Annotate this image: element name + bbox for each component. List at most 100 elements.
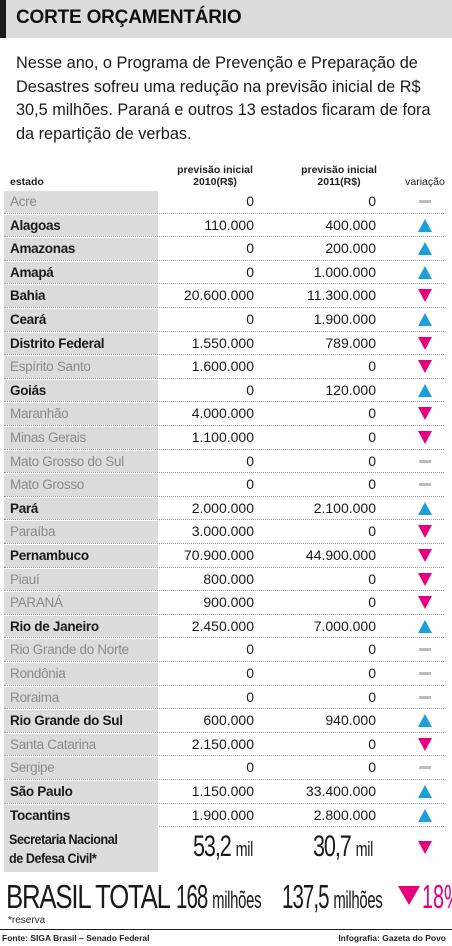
intro-text: Nesse ano, o Programa de Prevenção e Pre…	[16, 54, 431, 143]
value-2010: 2.450.000	[191, 617, 254, 634]
state-name: Piauí	[10, 571, 40, 587]
row-separator	[4, 472, 444, 474]
value-2010: 1.550.000	[191, 334, 254, 351]
table-row: Paraíba 3.000.000 0	[0, 520, 452, 544]
total-2010-unit: milhões	[212, 887, 262, 914]
value-2010: 0	[246, 193, 254, 209]
value-2011: 33.400.000	[305, 783, 376, 799]
value-2011: 400.000	[325, 216, 376, 233]
value-2011: 200.000	[325, 240, 376, 257]
table-row: Espírito Santo 1.600.000 0	[0, 355, 452, 379]
row-separator	[4, 660, 444, 662]
total-2011-unit: milhões	[333, 887, 383, 914]
state-name: Bahia	[10, 288, 46, 304]
down-arrow-icon	[418, 525, 432, 539]
state-name: Acre	[10, 194, 37, 209]
state-name-background	[4, 686, 158, 709]
row-separator	[4, 542, 444, 544]
state-name-background	[4, 497, 158, 520]
down-arrow-icon	[418, 549, 432, 562]
table-row: Bahia 20.600.000 11.300.000	[0, 284, 452, 308]
down-arrow-icon	[418, 336, 432, 350]
value-2011: 44.900.000	[305, 547, 376, 563]
row-separator	[4, 755, 444, 757]
state-name: Roraima	[10, 689, 59, 705]
secretaria-2010-value: 53,2 mil	[193, 830, 253, 864]
down-arrow-icon	[418, 360, 432, 374]
state-name-background	[4, 710, 158, 732]
secretaria-label: Secretaria Nacional de Defesa Civil*	[9, 830, 118, 868]
row-separator	[4, 802, 444, 804]
secretaria-down-arrow-icon	[418, 841, 432, 854]
infographic-credit: Infografia: Gazeta do Povo	[338, 933, 446, 943]
state-name-background	[4, 615, 158, 638]
state-name-background	[4, 663, 158, 685]
state-name-background	[4, 356, 158, 378]
value-2010: 1.100.000	[191, 429, 254, 445]
total-label: BRASIL TOTAL	[6, 878, 171, 915]
state-name-background	[4, 309, 158, 331]
state-name: Rio Grande do Sul	[10, 713, 123, 729]
value-2011: 0	[368, 735, 376, 752]
table-row: Amapá 0 1.000.000	[0, 261, 452, 285]
row-separator	[4, 637, 444, 639]
row-separator	[4, 731, 444, 733]
value-2010: 1.600.000	[191, 358, 254, 375]
table-row: São Paulo 1.150.000 33.400.000	[0, 780, 452, 804]
value-2010: 0	[246, 641, 254, 658]
up-arrow-icon	[418, 714, 432, 728]
up-arrow-icon	[418, 808, 432, 822]
value-2011: 0	[368, 641, 376, 658]
state-name: Paraíba	[10, 524, 56, 540]
value-2010: 1.900.000	[191, 806, 254, 823]
table-row: PARANÁ 900.000 0	[0, 591, 452, 615]
state-name: Pará	[10, 500, 39, 516]
state-name-background	[4, 781, 158, 803]
up-arrow-icon	[418, 313, 432, 326]
table-row: Mato Grosso do Sul 0 0	[0, 450, 452, 474]
value-2010: 0	[246, 476, 254, 493]
table-row: Mato Grosso 0 0	[0, 473, 452, 497]
row-separator	[4, 613, 444, 615]
value-2010: 0	[246, 311, 254, 327]
secretaria-label-line2: de Defesa Civil*	[9, 850, 97, 866]
up-arrow-icon	[418, 242, 432, 256]
state-name-background	[4, 403, 158, 425]
state-name: Tocantins	[10, 807, 71, 823]
value-2010: 0	[246, 759, 254, 776]
no-change-dash-icon	[419, 483, 431, 487]
up-arrow-icon	[418, 785, 432, 798]
state-name: Santa Catarina	[10, 736, 96, 752]
table-row: Sergipe 0 0	[0, 756, 452, 780]
secretaria-2010-number: 53,2	[193, 830, 232, 863]
value-2011: 7.000.000	[313, 617, 376, 634]
source-credit: Fonte: SIGA Brasil – Senado Federal	[2, 933, 150, 943]
down-arrow-icon	[418, 737, 432, 751]
state-name-background	[4, 427, 158, 449]
state-name-background	[4, 450, 158, 473]
row-separator	[4, 519, 444, 521]
state-name-background	[4, 238, 158, 260]
state-name-background	[4, 285, 158, 307]
value-2011: 0	[368, 358, 376, 375]
table-row: Roraima 0 0	[0, 686, 452, 710]
state-name: Rio de Janeiro	[10, 618, 99, 634]
row-separator	[4, 259, 444, 261]
value-2010: 0	[246, 452, 254, 469]
no-change-dash-icon	[419, 766, 431, 770]
total-2010-value: 168 milhões	[176, 878, 262, 916]
value-2011: 0	[368, 452, 376, 469]
state-name-background	[4, 545, 158, 567]
column-header-2011: previsão inicial 2011(R$)	[284, 164, 394, 188]
value-2010: 70.900.000	[183, 547, 254, 563]
title-accent	[0, 0, 6, 38]
row-separator	[4, 283, 444, 285]
column-header-variacao: variação	[405, 176, 445, 188]
secretaria-2011-unit: mil	[355, 839, 374, 861]
row-separator	[4, 708, 444, 710]
column-header-estado: estado	[10, 176, 44, 188]
value-2011: 0	[368, 405, 376, 422]
value-2011: 1.900.000	[313, 311, 376, 327]
table-row: Minas Gerais 1.100.000 0	[0, 426, 452, 450]
title-bar: CORTE ORÇAMENTÁRIO	[0, 0, 452, 38]
